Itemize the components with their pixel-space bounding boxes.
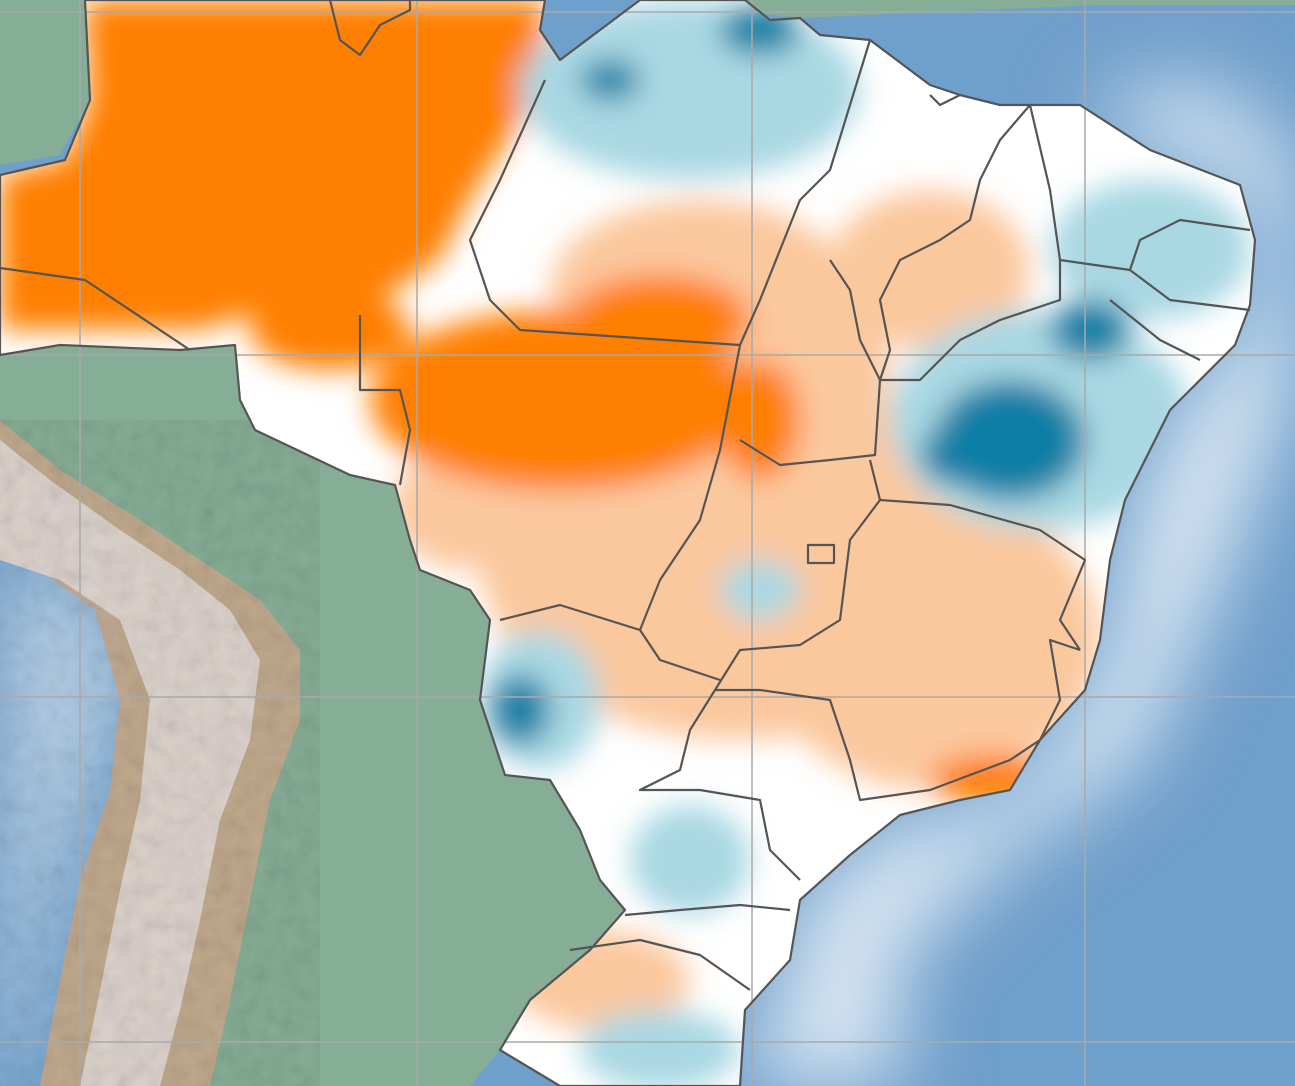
state-borders [0,0,1257,1086]
andes-relief [0,420,320,1086]
